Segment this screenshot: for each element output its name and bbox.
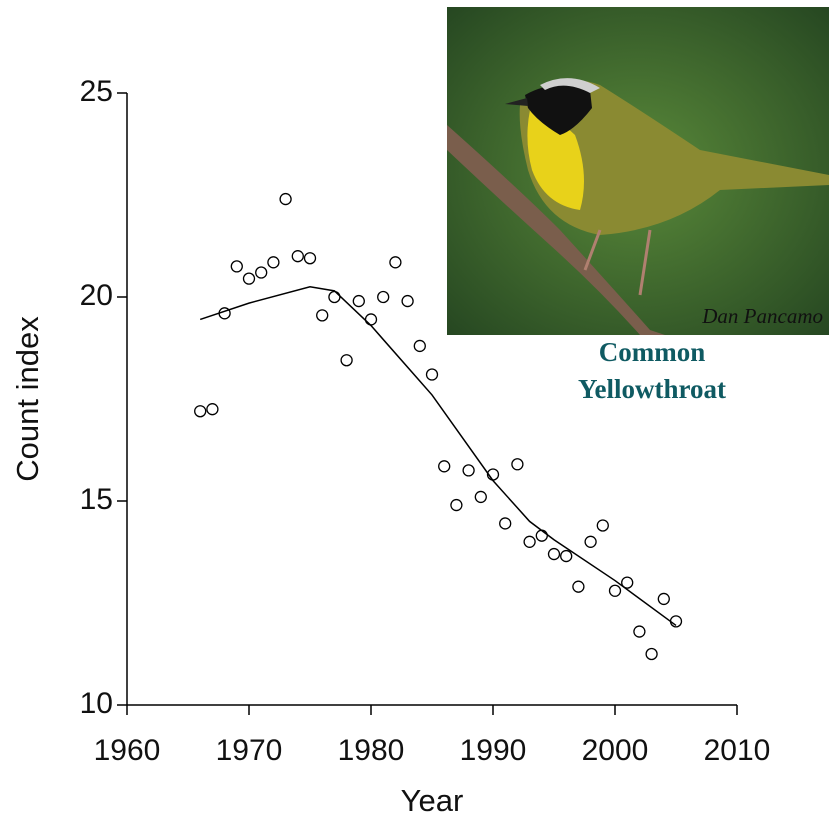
data-point	[256, 267, 267, 278]
data-point	[585, 536, 596, 547]
data-point	[329, 292, 340, 303]
data-point	[207, 404, 218, 415]
data-point	[353, 296, 364, 307]
photo: Dan Pancamo Common Yellowthroat	[447, 7, 829, 404]
data-point	[366, 314, 377, 325]
data-point	[292, 251, 303, 262]
photo-caption: Common	[599, 337, 706, 367]
data-point	[646, 649, 657, 660]
data-point	[414, 340, 425, 351]
data-point	[524, 536, 535, 547]
data-point	[244, 273, 255, 284]
data-point	[610, 585, 621, 596]
data-point	[427, 369, 438, 380]
data-point	[305, 253, 316, 264]
y-axis-label: Count index	[10, 316, 45, 482]
data-point	[268, 257, 279, 268]
data-point	[536, 530, 547, 541]
y-tick-label: 20	[80, 279, 113, 312]
photo-caption: Yellowthroat	[578, 374, 726, 404]
data-point	[280, 194, 291, 205]
photo-credit: Dan Pancamo	[701, 304, 823, 328]
data-point	[195, 406, 206, 417]
x-tick-label: 1990	[460, 734, 527, 767]
data-point	[451, 500, 462, 511]
data-point	[463, 465, 474, 476]
data-point	[549, 549, 560, 560]
data-point	[378, 292, 389, 303]
chart: Dan Pancamo Common Yellowthroat Year Cou…	[0, 0, 829, 821]
y-tick-label: 10	[80, 687, 113, 720]
x-tick-label: 1970	[216, 734, 283, 767]
data-point	[475, 491, 486, 502]
data-point	[597, 520, 608, 531]
data-point	[634, 626, 645, 637]
data-point	[390, 257, 401, 268]
x-tick-label: 2010	[704, 734, 771, 767]
y-tick-label: 25	[80, 75, 113, 108]
data-point	[317, 310, 328, 321]
data-point	[439, 461, 450, 472]
data-point	[402, 296, 413, 307]
x-axis-label: Year	[401, 783, 464, 818]
data-point	[561, 551, 572, 562]
y-tick-label: 15	[80, 483, 113, 516]
data-point	[573, 581, 584, 592]
x-tick-label: 2000	[582, 734, 649, 767]
data-point	[512, 459, 523, 470]
data-point	[500, 518, 511, 529]
x-tick-label: 1960	[94, 734, 161, 767]
data-point	[658, 593, 669, 604]
x-tick-label: 1980	[338, 734, 405, 767]
data-point	[341, 355, 352, 366]
data-point	[231, 261, 242, 272]
